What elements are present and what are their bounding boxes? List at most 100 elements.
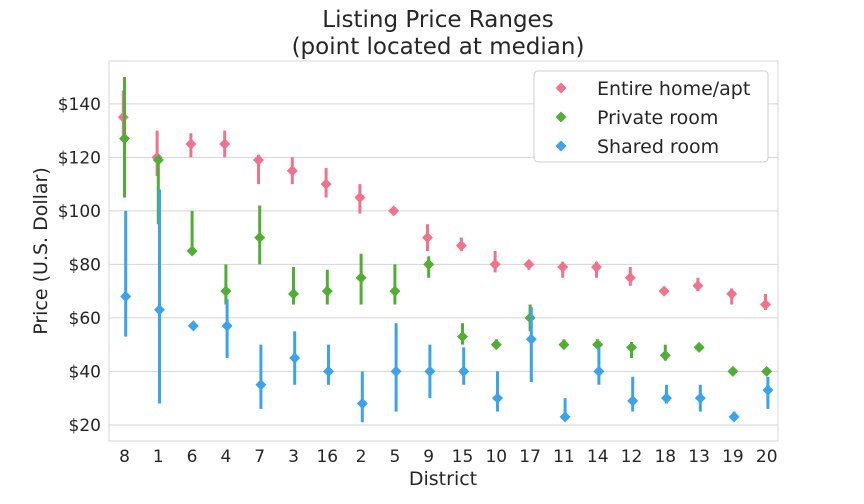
median-point xyxy=(626,341,637,353)
y-tick-label: $100 xyxy=(58,202,101,222)
x-tick-label: 4 xyxy=(220,447,231,467)
series-shared-room xyxy=(120,189,774,423)
median-point xyxy=(592,339,604,351)
x-tick-label: 12 xyxy=(621,447,643,467)
median-point xyxy=(187,320,199,332)
chart-title: Listing Price Ranges xyxy=(322,7,553,33)
y-tick-label: $120 xyxy=(58,148,101,168)
y-tick-label: $80 xyxy=(69,255,101,275)
median-point xyxy=(221,320,233,332)
median-point xyxy=(661,392,672,404)
median-point xyxy=(558,339,570,351)
median-point xyxy=(593,365,605,377)
median-point xyxy=(185,138,197,150)
median-point xyxy=(458,365,470,377)
median-point xyxy=(424,365,436,377)
median-point xyxy=(323,365,334,377)
x-axis-label: District xyxy=(409,468,477,490)
median-point xyxy=(457,331,468,343)
median-point xyxy=(388,205,400,217)
median-point xyxy=(355,272,367,284)
x-tick-label: 5 xyxy=(389,447,400,467)
median-point xyxy=(120,290,132,302)
median-point xyxy=(659,349,671,361)
legend-marker xyxy=(555,140,567,152)
legend-marker xyxy=(555,111,567,123)
median-point xyxy=(354,191,366,203)
median-point xyxy=(220,285,232,297)
median-point xyxy=(692,280,704,292)
median-point xyxy=(422,232,433,244)
median-point xyxy=(288,288,299,300)
x-tick-label: 11 xyxy=(553,447,575,467)
y-tick-label: $140 xyxy=(58,95,101,115)
median-point xyxy=(760,299,771,311)
chart-subtitle: (point located at median) xyxy=(292,34,585,60)
median-point xyxy=(727,365,739,377)
median-point xyxy=(389,285,401,297)
median-point xyxy=(423,258,435,270)
x-tick-label: 15 xyxy=(452,447,474,467)
legend-box xyxy=(533,70,769,163)
y-tick-label: $60 xyxy=(69,309,101,329)
x-tick-label: 13 xyxy=(688,447,710,467)
data-marks xyxy=(117,77,774,423)
median-point xyxy=(557,261,569,273)
median-point xyxy=(320,178,332,190)
x-tick-label: 8 xyxy=(119,447,130,467)
x-tick-label: 20 xyxy=(756,447,778,467)
x-tick-label: 9 xyxy=(423,447,434,467)
legend: Entire home/apt Private room Shared room xyxy=(533,70,769,163)
median-point xyxy=(119,133,130,145)
median-point xyxy=(186,245,198,257)
y-tick-labels: $20 $40 $60 $80 $100 $120 $140 xyxy=(58,95,101,436)
median-point xyxy=(154,304,165,316)
median-point xyxy=(726,288,738,300)
legend-label: Entire home/apt xyxy=(597,78,750,100)
x-tick-label: 19 xyxy=(722,447,744,467)
x-tick-label: 17 xyxy=(519,447,541,467)
median-point xyxy=(728,411,740,423)
median-point xyxy=(321,285,333,297)
median-point xyxy=(390,365,402,377)
x-tick-label: 18 xyxy=(654,447,676,467)
median-point xyxy=(255,379,267,391)
median-point xyxy=(523,258,535,270)
median-point xyxy=(152,154,164,166)
median-point xyxy=(492,392,503,404)
median-point xyxy=(525,333,537,345)
median-point xyxy=(289,352,301,364)
median-point xyxy=(694,392,706,404)
median-point xyxy=(219,138,231,150)
plot-frame xyxy=(108,60,779,442)
legend-label: Shared room xyxy=(597,136,719,158)
median-point xyxy=(286,165,298,177)
x-tick-label: 3 xyxy=(288,447,299,467)
x-tick-label: 16 xyxy=(316,447,338,467)
x-tick-label: 7 xyxy=(254,447,265,467)
median-point xyxy=(490,339,502,351)
median-point xyxy=(658,285,670,297)
series-private-room xyxy=(119,77,773,377)
y-axis-label: Price (U.S. Dollar) xyxy=(30,167,52,335)
median-point xyxy=(693,341,705,353)
x-tick-label: 2 xyxy=(356,447,367,467)
median-point xyxy=(761,365,773,377)
median-point xyxy=(591,261,602,273)
y-tick-label: $20 xyxy=(69,416,101,436)
y-tick-label: $40 xyxy=(69,362,101,382)
x-tick-label: 6 xyxy=(187,447,198,467)
x-tick-labels: 8 1 6 4 7 3 16 2 5 9 15 10 17 11 14 12 18 13 19 20 xyxy=(119,447,777,467)
median-point xyxy=(624,272,636,284)
x-tick-label: 10 xyxy=(485,447,507,467)
median-point xyxy=(627,395,639,407)
median-point xyxy=(356,398,368,410)
median-point xyxy=(254,232,266,244)
legend-label: Private room xyxy=(597,107,718,129)
median-point xyxy=(559,411,571,423)
median-point xyxy=(489,258,501,270)
median-point xyxy=(762,384,774,396)
x-tick-label: 1 xyxy=(153,447,164,467)
median-point xyxy=(455,240,467,252)
